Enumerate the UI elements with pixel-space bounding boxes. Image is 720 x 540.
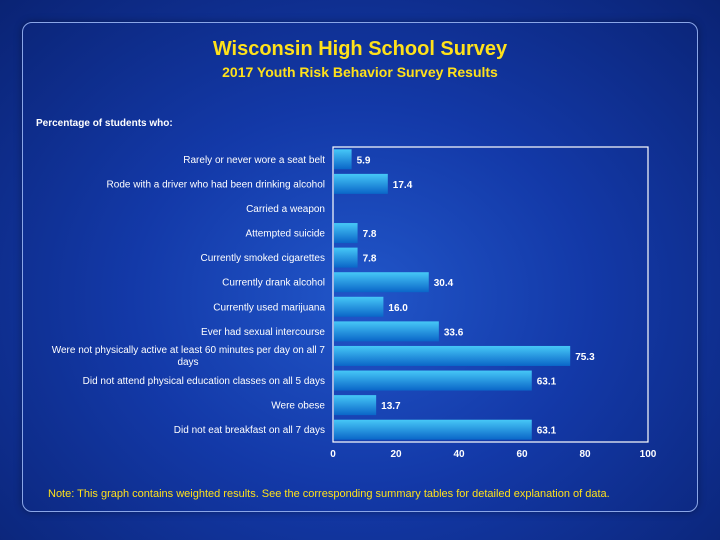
value-label: 7.8 xyxy=(363,254,377,265)
x-ticks-group: 0 20 40 60 80 100 xyxy=(330,449,657,460)
category-label: Attempted suicide xyxy=(246,229,326,240)
plot-area xyxy=(332,146,649,443)
chart-ylabel: Percentage of students who: xyxy=(36,118,173,129)
x-tick-label: 60 xyxy=(516,449,528,460)
value-label: 5.9 xyxy=(357,155,371,166)
bar xyxy=(334,247,358,268)
bar xyxy=(334,395,377,416)
category-label: Currently smoked cigarettes xyxy=(201,253,326,264)
chart-subtitle: 2017 Youth Risk Behavior Survey Results xyxy=(222,64,498,80)
chart-title: Wisconsin High School Survey xyxy=(212,38,508,60)
value-label: 17.4 xyxy=(393,180,413,191)
bar xyxy=(334,272,429,293)
category-label: Rarely or never wore a seat belt xyxy=(183,155,325,166)
x-tick-label: 20 xyxy=(390,449,402,460)
x-tick-label: 80 xyxy=(579,449,591,460)
category-label: Rode with a driver who had been drinking… xyxy=(107,179,325,190)
category-labels-group: Rarely or never wore a seat belt Rode wit… xyxy=(52,155,326,436)
x-tick-label: 40 xyxy=(453,449,465,460)
category-label: Currently drank alcohol xyxy=(222,278,325,289)
bar xyxy=(334,296,384,317)
bar xyxy=(334,321,439,342)
value-label: 63.1 xyxy=(537,377,557,388)
value-label: 75.3 xyxy=(575,352,595,363)
category-label: Did not eat breakfast on all 7 days xyxy=(174,425,325,436)
bar xyxy=(334,223,358,244)
value-label: 7.8 xyxy=(363,229,377,240)
x-tick-label: 100 xyxy=(640,449,657,460)
value-label: 13.7 xyxy=(381,401,401,412)
value-labels-group: 5.9 17.4 7.8 7.8 30.4 16.0 33.6 75.3 63.1 13.7 63.… xyxy=(357,155,596,436)
category-label: Did not attend physical education classe… xyxy=(83,376,325,387)
category-label: Carried a weapon xyxy=(246,204,325,215)
bar xyxy=(334,419,532,440)
category-label: Ever had sexual intercourse xyxy=(201,327,325,338)
category-label: Were not physically active at least 60 m… xyxy=(52,345,326,368)
footnote: Note: This graph contains weighted resul… xyxy=(48,488,610,500)
bar xyxy=(334,370,532,391)
bar xyxy=(334,149,352,170)
value-label: 33.6 xyxy=(444,327,464,338)
bar xyxy=(334,173,388,194)
bar xyxy=(334,345,571,366)
x-tick-label: 0 xyxy=(330,449,336,460)
value-label: 63.1 xyxy=(537,426,557,437)
bars-group xyxy=(334,149,571,440)
category-label: Currently used marijuana xyxy=(213,302,325,313)
value-label: 16.0 xyxy=(388,303,408,314)
category-label: Were obese xyxy=(271,401,325,412)
value-label: 30.4 xyxy=(434,278,454,289)
slide-frame xyxy=(22,22,698,512)
